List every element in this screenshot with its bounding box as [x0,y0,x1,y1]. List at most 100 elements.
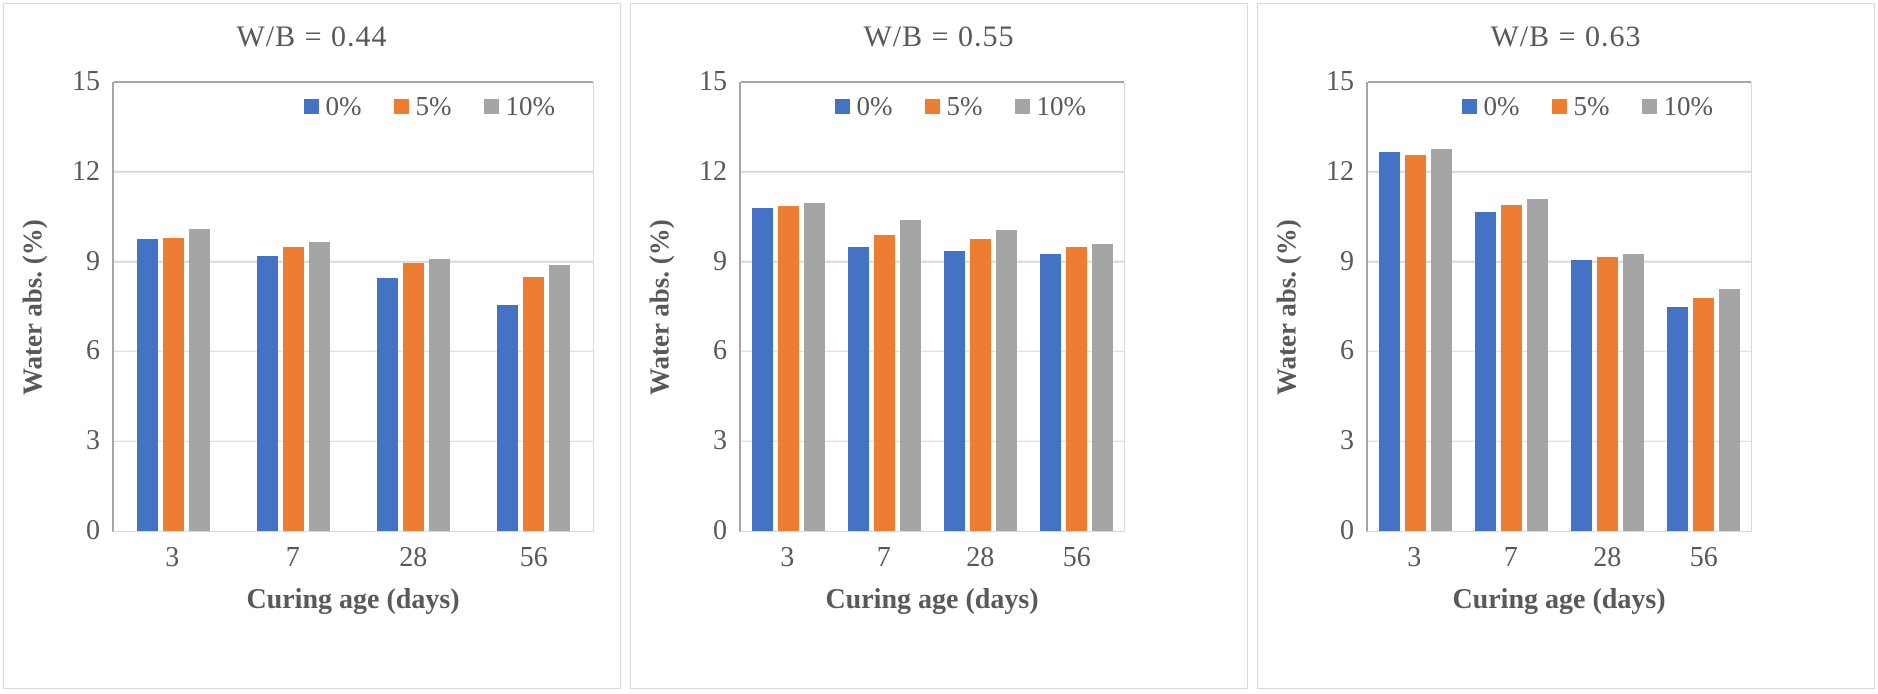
y-tick-label: 15 [72,66,100,97]
legend-label: 5% [1573,91,1610,121]
gridline-y6 [1368,350,1751,353]
x-tick-label: 56 [519,542,548,573]
bar-0%-56d [1666,306,1688,531]
gridline-y3 [114,440,593,442]
legend-swatch-icon [483,99,499,114]
gridline-y12 [741,171,1124,173]
plot-area: 0 3 6 9 12 15 0% 5% 10% [1326,68,1752,545]
bar-0%-28d [943,251,965,531]
bar-group-7d [837,82,933,531]
legend-swatch-icon [1551,99,1567,114]
y-tick-label: 6 [1340,335,1354,367]
gridline-y9 [1368,260,1751,263]
bar-0%-3d [1379,152,1401,531]
x-axis-title: Curing age (days) [246,584,460,615]
legend-item: 5% [1551,91,1610,121]
legend-swatch-icon [303,99,319,114]
legend-item: 5% [393,93,452,120]
chart-title: W/B = 0.63 [1490,20,1642,53]
y-tick-label: 3 [1340,425,1354,457]
legend-item: 10% [1014,91,1087,121]
bar-0%-28d [376,278,398,531]
legend-swatch-icon [393,99,409,114]
y-tick-label: 3 [86,425,100,457]
gridline-y9 [114,260,593,263]
legend-swatch-icon [834,99,850,114]
legend-item: 5% [924,91,983,121]
bar-10%-28d [995,230,1017,531]
x-axis-title: Curing age (days) [1452,584,1666,615]
legend-item: 10% [483,93,555,120]
legend-label: 10% [1663,91,1714,121]
x-tick-label: 7 [285,542,300,573]
gridline-y6 [114,350,593,353]
legend: 0% 5% 10% [303,93,555,120]
x-tick-label: 56 [1062,542,1091,573]
bar-0%-3d [752,207,774,531]
bar-0%-3d [137,239,159,531]
y-tick-label: 9 [713,245,727,277]
y-tick-label: 12 [1326,155,1354,187]
bar-5%-7d [874,234,896,531]
y-tick-label: 15 [1326,66,1354,97]
x-tick-label: 28 [399,542,428,573]
y-tick-label: 0 [713,515,727,546]
bar-5%-28d [1596,257,1618,531]
bar-groups [741,82,1124,531]
legend-swatch-icon [1014,99,1030,114]
bar-10%-28d [428,258,450,531]
y-tick-label: 6 [86,335,100,367]
bar-group-3d [741,82,837,531]
bar-10%-56d [1718,288,1740,531]
legend-label: 5% [946,91,983,121]
bar-group-56d [1028,82,1124,531]
bar-group-56d [1655,82,1751,531]
gridline-y12 [114,171,593,173]
bar-10%-7d [1527,198,1549,531]
x-axis-ticks: 3 7 28 56 [739,542,1125,574]
gridlines: 0 3 6 9 12 15 [699,68,1124,545]
bar-5%-56d [522,276,544,531]
gridline-y15 [1368,81,1751,83]
bar-group-56d [473,82,593,531]
legend-label: 10% [1036,91,1087,121]
x-tick-label: 28 [966,542,995,573]
bar-group-28d [1560,82,1656,531]
y-tick-label: 9 [86,245,100,277]
y-axis-title: Water abs. (%) [1271,219,1302,395]
bar-10%-56d [1091,243,1113,531]
bar-5%-3d [1405,155,1427,531]
plot-area: 0 3 6 9 12 15 0% 5% 10% [72,68,594,545]
legend-item: 0% [1461,93,1520,120]
bar-0%-7d [848,246,870,531]
legend-label: 0% [856,91,893,121]
x-tick-label: 56 [1689,542,1718,573]
bar-group-28d [933,82,1029,531]
chart-panel-wb-055: W/B = 0.55 Water abs. (%) 0 3 6 9 12 15 0% 5% 1… [630,3,1248,689]
y-tick-label: 9 [1340,245,1354,277]
legend-item: 0% [834,91,893,121]
bar-5%-56d [1692,297,1714,531]
gridline-y12 [1368,171,1751,173]
plot-area: 0 3 6 9 12 15 0% 5% 10% [699,68,1125,545]
legend-swatch-icon [1641,99,1657,114]
x-axis-ticks: 3 7 28 56 [1366,542,1752,574]
bar-5%-3d [163,237,185,531]
bar-5%-7d [1501,204,1523,531]
chart-title: W/B = 0.55 [863,20,1015,53]
gridline-y15 [114,81,593,83]
bar-5%-56d [1065,246,1087,531]
x-tick-label: 3 [780,542,795,573]
bar-0%-56d [1039,254,1061,531]
bar-5%-28d [402,263,424,531]
bar-group-3d [1368,82,1464,531]
bar-groups [1368,82,1751,531]
gridline-y3 [741,440,1124,442]
y-axis-title: Water abs. (%) [17,219,48,395]
bar-0%-56d [496,305,518,531]
legend-swatch-icon [924,99,940,114]
bar-group-7d [1464,82,1560,531]
x-tick-label: 7 [1503,542,1518,573]
chart-panel-wb-044: W/B = 0.44 Water abs. (%) 0 3 6 9 12 15 0% 5% 1… [3,3,621,689]
